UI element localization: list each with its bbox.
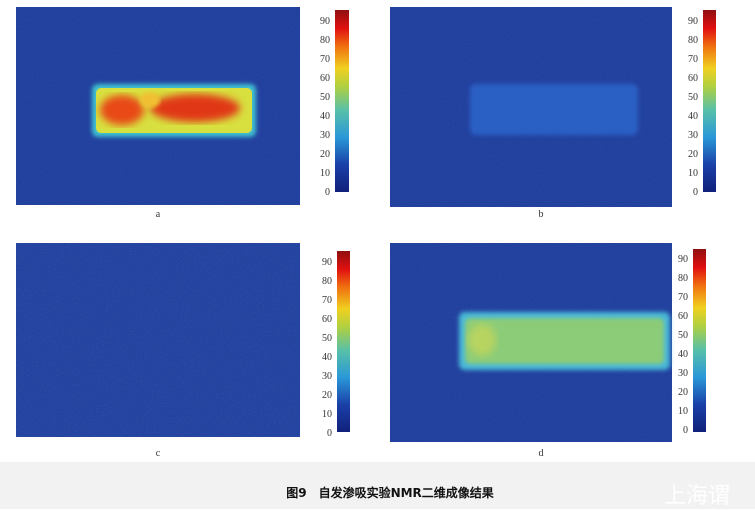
tick-label: 40 <box>678 349 688 360</box>
tick-label: 10 <box>688 168 698 179</box>
tick-label: 80 <box>688 35 698 46</box>
tick-label: 0 <box>683 425 688 436</box>
tick-label: 20 <box>322 390 332 401</box>
figure-caption: 图9 自发渗吸实验NMR二维成像结果 <box>0 484 755 501</box>
tick-label: 80 <box>322 276 332 287</box>
tick-label: 60 <box>688 73 698 84</box>
tick-label: 0 <box>325 187 330 198</box>
panel-c-noise <box>16 243 300 437</box>
tick-label: 30 <box>678 368 688 379</box>
tick-label: 90 <box>678 254 688 265</box>
panel-d-sample <box>465 318 664 364</box>
tick-label: 60 <box>320 73 330 84</box>
caption-text: 自发渗吸实验NMR二维成像结果 <box>318 486 494 500</box>
panel-b: 0 10 20 30 40 50 60 70 80 90 b <box>390 7 716 220</box>
caption-number: 图9 <box>286 486 307 500</box>
tick-label: 60 <box>678 311 688 322</box>
tick-label: 30 <box>688 130 698 141</box>
panel-a-colorbar <box>335 10 349 192</box>
panel-d-colorbar <box>693 249 706 432</box>
tick-label: 90 <box>688 16 698 27</box>
tick-label: 30 <box>320 130 330 141</box>
panel-a-hotspot <box>150 94 240 122</box>
tick-label: 70 <box>322 295 332 306</box>
tick-label: 40 <box>322 352 332 363</box>
panel-c-colorbar-ticks: 0 10 20 30 40 50 60 70 80 90 <box>322 257 332 439</box>
panel-a-hotspot <box>100 95 144 125</box>
tick-label: 90 <box>320 16 330 27</box>
watermark: 上海谓 <box>664 484 731 509</box>
tick-label: 20 <box>678 387 688 398</box>
panel-a-colorbar-ticks: 0 10 20 30 40 50 60 70 80 90 <box>320 16 330 198</box>
panel-d-hotspot <box>468 324 496 356</box>
tick-label: 50 <box>322 333 332 344</box>
tick-label: 10 <box>320 168 330 179</box>
panel-c-colorbar <box>337 251 350 432</box>
tick-label: 20 <box>688 149 698 160</box>
tick-label: 70 <box>320 54 330 65</box>
tick-label: 30 <box>322 371 332 382</box>
panel-c: 0 10 20 30 40 50 60 70 80 90 c <box>16 243 350 459</box>
tick-label: 0 <box>327 428 332 439</box>
panel-b-sample <box>470 84 638 135</box>
caption-band <box>0 462 755 509</box>
tick-label: 20 <box>320 149 330 160</box>
panel-b-colorbar <box>703 10 716 192</box>
tick-label: 80 <box>678 273 688 284</box>
tick-label: 40 <box>320 111 330 122</box>
tick-label: 60 <box>322 314 332 325</box>
tick-label: 80 <box>320 35 330 46</box>
tick-label: 70 <box>678 292 688 303</box>
panel-a-hotspot <box>140 92 160 108</box>
tick-label: 10 <box>678 406 688 417</box>
panel-b-label: b <box>539 209 544 220</box>
tick-label: 50 <box>688 92 698 103</box>
panel-d-label: d <box>539 448 544 459</box>
tick-label: 90 <box>322 257 332 268</box>
tick-label: 40 <box>688 111 698 122</box>
panel-d: 0 10 20 30 40 50 60 70 80 90 d <box>390 243 706 459</box>
panel-d-colorbar-ticks: 0 10 20 30 40 50 60 70 80 90 <box>678 254 688 436</box>
panel-a-label: a <box>156 209 161 220</box>
tick-label: 0 <box>693 187 698 198</box>
tick-label: 10 <box>322 409 332 420</box>
panel-c-label: c <box>156 448 161 459</box>
tick-label: 50 <box>678 330 688 341</box>
tick-label: 50 <box>320 92 330 103</box>
tick-label: 70 <box>688 54 698 65</box>
panel-b-colorbar-ticks: 0 10 20 30 40 50 60 70 80 90 <box>688 16 698 198</box>
panel-a: 0 10 20 30 40 50 60 70 80 90 a <box>16 7 349 220</box>
